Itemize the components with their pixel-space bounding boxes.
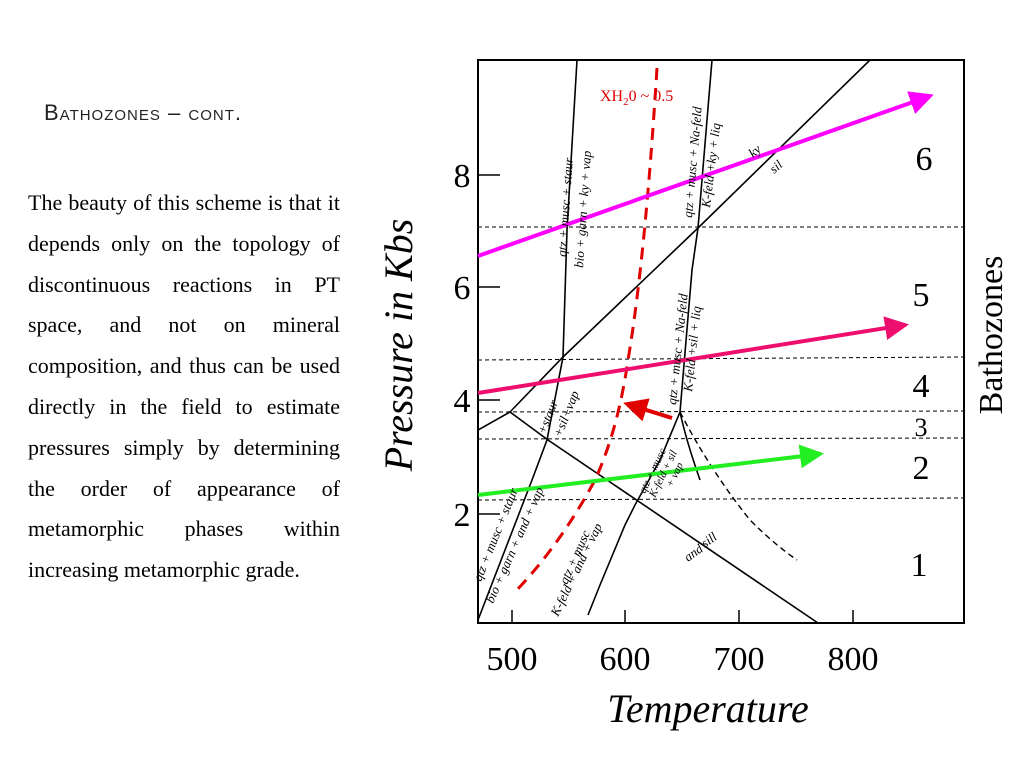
zone-number-1: 1 <box>911 547 928 584</box>
reaction-label: qtz + musc + staur <box>554 156 576 257</box>
y-axis-label: Pressure in Kbs <box>376 219 421 473</box>
plot-frame <box>477 59 965 624</box>
zone-number-6: 6 <box>916 141 933 178</box>
green-arrow <box>477 444 824 497</box>
red-arrow <box>623 398 673 422</box>
slide-body-text: The beauty of this scheme is that it dep… <box>28 190 340 583</box>
x-axis-ticks <box>511 610 854 623</box>
pink-arrow <box>477 316 909 395</box>
magenta-arrow <box>477 91 934 258</box>
y-tick-label: 4 <box>454 383 471 420</box>
x-axis-label: Temperature <box>607 686 808 731</box>
x-tick-label: 700 <box>714 641 765 678</box>
y-axis-ticks <box>478 174 500 515</box>
y-tick-label: 8 <box>454 158 471 195</box>
dashed-reaction-curve <box>679 411 798 561</box>
reaction-label: sil <box>766 157 785 177</box>
water-activity-curve <box>513 67 659 594</box>
slide-title: Bathozones – cont. <box>44 100 242 125</box>
y-tick-label: 2 <box>454 497 471 534</box>
zone-number-4: 4 <box>913 368 930 405</box>
zone-number-5: 5 <box>913 277 930 314</box>
bathozones-side-label: Bathozones <box>973 256 1010 415</box>
y-tick-label: 6 <box>454 270 471 307</box>
x-tick-label: 800 <box>828 641 879 678</box>
x-tick-label: 600 <box>600 641 651 678</box>
bathozone-boundaries <box>478 226 964 501</box>
zone-number-3: 3 <box>915 413 928 442</box>
water-activity-label: XH20 ~ 0.5 <box>600 88 673 108</box>
zone-number-2: 2 <box>913 450 930 487</box>
x-tick-label: 500 <box>487 641 538 678</box>
